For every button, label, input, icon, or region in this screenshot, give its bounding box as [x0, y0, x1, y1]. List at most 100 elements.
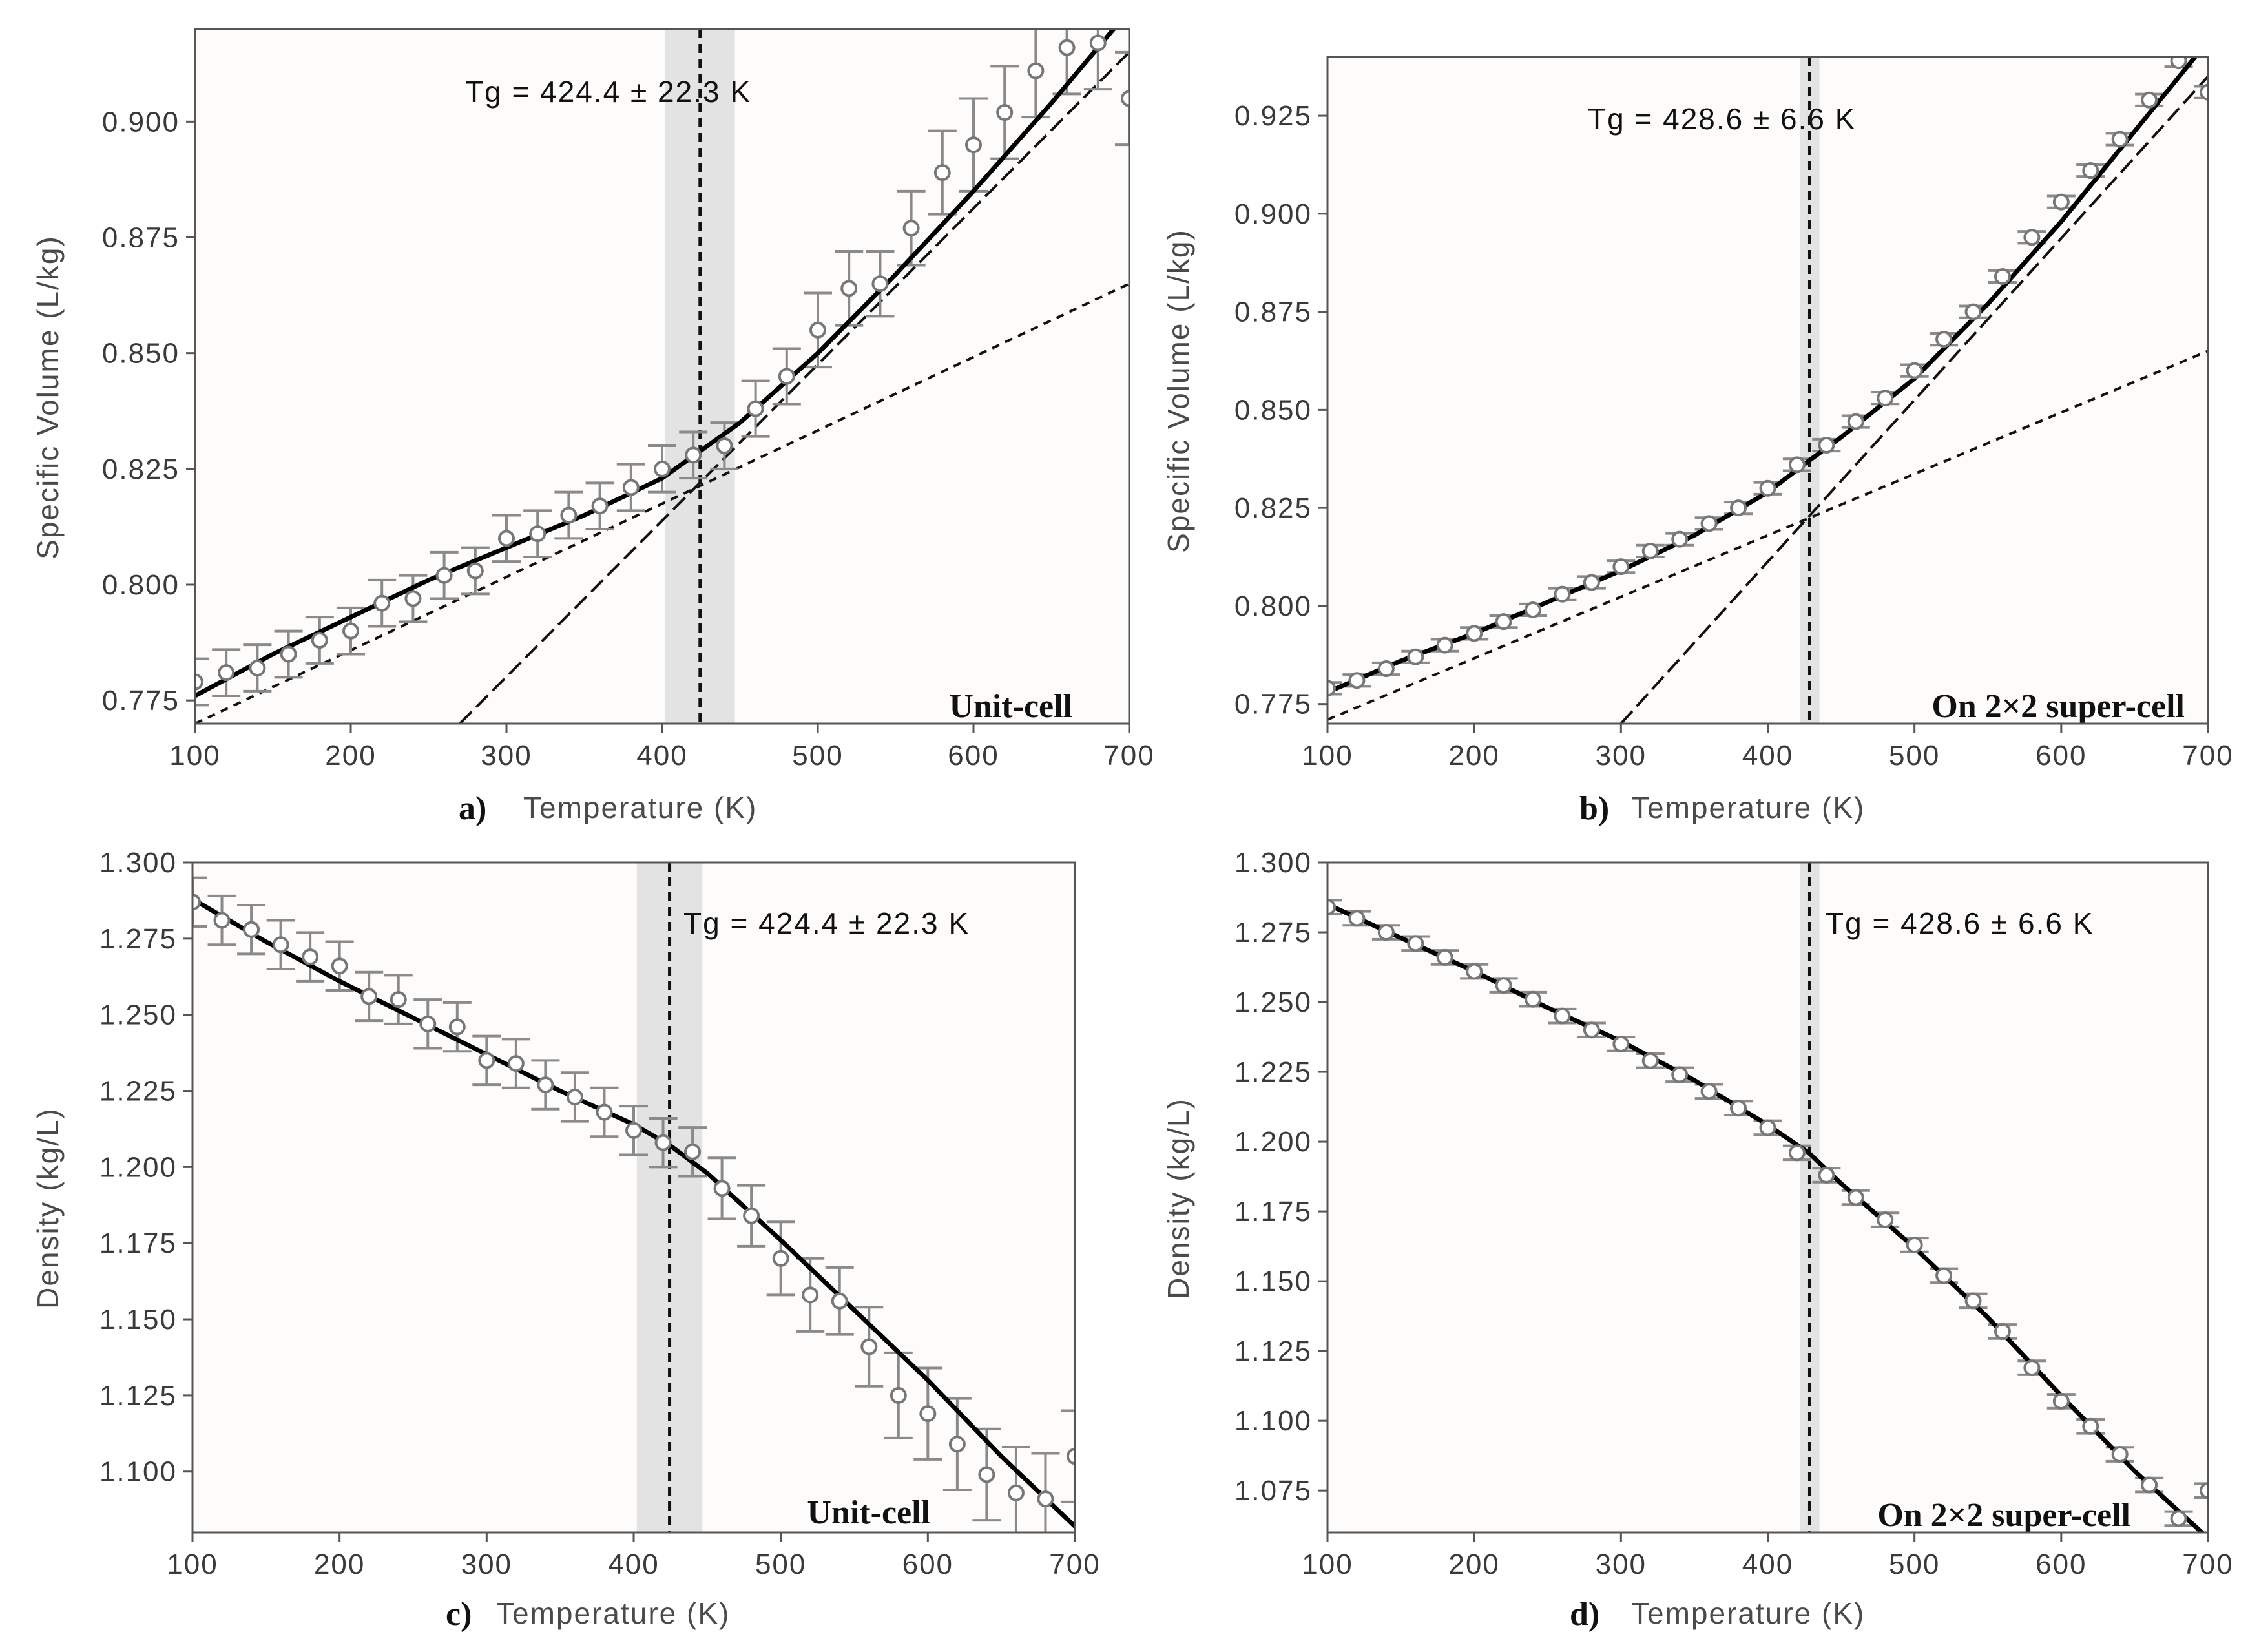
data-point	[2200, 1482, 2208, 1500]
data-point	[840, 280, 858, 297]
panel-c-density-unit-cell: Tg = 424.4 ± 22.3 K Unit-cell c) Tempera…	[31, 847, 1099, 1633]
error-bar	[193, 876, 207, 928]
data-point	[342, 622, 359, 640]
x-tick-label: 300	[1596, 740, 1647, 771]
y-tick-label: 0.925	[1234, 100, 1312, 132]
rubbery-linear-fit-line	[1619, 76, 2208, 724]
x-tick-label: 500	[1889, 1549, 1940, 1580]
data-point	[1327, 680, 1336, 697]
panel-letter: d)	[1570, 1596, 1599, 1633]
cell-variant-label: Unit-cell	[807, 1494, 930, 1531]
x-tick-label: 500	[755, 1549, 806, 1580]
y-tick-label: 1.275	[1234, 917, 1312, 948]
data-point	[1377, 660, 1395, 678]
tg-annotation: Tg = 424.4 ± 22.3 K	[465, 75, 751, 109]
plot-area	[193, 863, 1075, 1532]
y-tick-label: 0.775	[102, 685, 180, 716]
x-tick-label: 100	[169, 740, 220, 771]
data-point	[625, 1122, 642, 1139]
data-point	[2082, 162, 2099, 180]
y-tick-label: 0.775	[1234, 689, 1312, 720]
data-point	[1007, 1484, 1025, 1501]
x-axis-title: Temperature (K)	[1631, 791, 1865, 824]
data-point	[1906, 1236, 1923, 1253]
data-point	[537, 1076, 554, 1094]
data-point	[1466, 963, 1483, 980]
data-point	[2141, 1476, 2158, 1494]
data-point	[654, 460, 671, 477]
x-axis-title: Temperature (K)	[523, 791, 757, 824]
x-tick-label: 600	[902, 1549, 953, 1580]
data-point	[1671, 1066, 1689, 1083]
data-point	[1818, 1166, 1835, 1184]
data-point	[1348, 672, 1366, 689]
y-axis-title: Density (kg/L)	[31, 1107, 65, 1309]
data-point	[2023, 1359, 2041, 1377]
data-point	[996, 104, 1014, 121]
data-point	[1964, 303, 1982, 320]
data-point	[311, 632, 328, 649]
data-point	[302, 948, 319, 966]
y-tick-label: 0.800	[102, 569, 180, 601]
data-point	[1436, 636, 1453, 654]
data-point	[1121, 90, 1129, 107]
data-point	[507, 1055, 525, 1072]
data-point	[1964, 1292, 1982, 1310]
data-point	[1089, 34, 1107, 52]
data-point	[1495, 977, 1512, 994]
y-tick-label: 1.100	[99, 1456, 177, 1488]
data-point	[466, 562, 484, 580]
y-tick-label: 0.825	[102, 454, 180, 485]
y-tick-label: 1.075	[1234, 1475, 1312, 1507]
data-point	[1700, 515, 1718, 532]
y-tick-label: 0.850	[102, 338, 180, 370]
data-point	[2111, 131, 2129, 148]
data-point	[965, 136, 982, 154]
data-point	[2082, 1417, 2099, 1435]
y-axis-title: Specific Volume (L/kg)	[1161, 229, 1195, 553]
data-point	[743, 1207, 760, 1224]
data-point	[1759, 1119, 1776, 1136]
data-point	[1407, 648, 1424, 665]
y-tick-label: 1.250	[99, 999, 177, 1031]
data-point	[978, 1466, 995, 1483]
data-point	[1818, 436, 1835, 454]
x-tick-label: 700	[2182, 1549, 2233, 1580]
data-point	[390, 991, 407, 1009]
data-point	[1730, 1100, 1747, 1117]
x-tick-label: 200	[1448, 740, 1499, 771]
y-tick-label: 1.200	[1234, 1126, 1312, 1158]
error-bar	[2194, 85, 2208, 99]
x-tick-label: 700	[2182, 740, 2233, 771]
data-point	[1788, 1144, 1806, 1162]
data-point	[2023, 229, 2041, 246]
data-point	[1671, 530, 1689, 548]
panel-d-density-super-cell: Tg = 428.6 ± 6.6 K On 2×2 super-cell d) …	[1161, 847, 2233, 1633]
x-tick-label: 200	[325, 740, 376, 771]
data-point	[1554, 1007, 1571, 1025]
data-point	[654, 1134, 672, 1151]
data-point	[871, 275, 889, 293]
y-tick-label: 1.200	[99, 1151, 177, 1183]
y-tick-label: 0.900	[102, 106, 180, 138]
plot-background	[195, 29, 1129, 724]
y-axis-title: Density (kg/L)	[1161, 1098, 1195, 1299]
data-point	[1525, 601, 1542, 618]
rubbery-linear-fit-line	[459, 51, 1129, 724]
error-bar	[195, 657, 209, 707]
y-tick-label: 1.150	[99, 1304, 177, 1335]
data-point	[2170, 1510, 2187, 1527]
data-point	[360, 988, 378, 1005]
x-tick-label: 600	[2035, 1549, 2087, 1580]
x-tick-label: 100	[1302, 740, 1353, 771]
cell-variant-label: Unit-cell	[949, 688, 1072, 725]
y-tick-label: 1.275	[99, 923, 177, 955]
panel-b-specific-volume-super-cell: Tg = 428.6 ± 6.6 K On 2×2 super-cell b) …	[1161, 56, 2233, 827]
tg-annotation: Tg = 424.4 ± 22.3 K	[683, 906, 970, 940]
plot-area	[1327, 57, 2208, 724]
data-point	[1554, 585, 1571, 603]
data-point	[1994, 267, 2011, 285]
y-tick-label: 0.825	[1234, 492, 1312, 524]
hyperbolic-fit-curve	[1327, 902, 2205, 1532]
x-axis-title: Temperature (K)	[1631, 1596, 1865, 1630]
